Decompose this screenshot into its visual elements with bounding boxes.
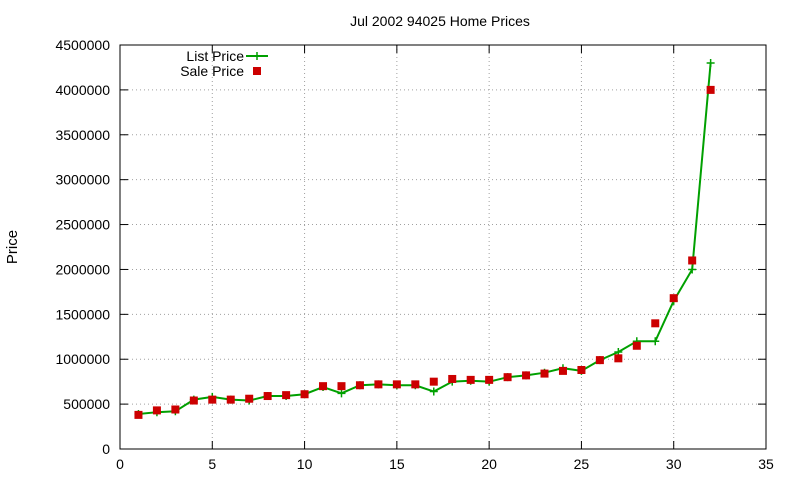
y-tick-label: 2000000: [55, 261, 110, 277]
x-tick-label: 20: [481, 456, 497, 472]
sale-price-point: [411, 380, 420, 389]
y-tick-label: 1500000: [55, 306, 110, 322]
legend-label-list-price: List Price: [186, 48, 244, 64]
y-tick-label: 3000000: [55, 172, 110, 188]
sale-price-point: [208, 395, 217, 404]
y-tick-label: 1000000: [55, 351, 110, 367]
x-tick-label: 30: [666, 456, 682, 472]
list-price-point: [651, 337, 660, 346]
sale-price-point: [300, 390, 309, 399]
list-price-point: [688, 265, 697, 274]
sale-price-point: [134, 410, 143, 419]
x-tick-label: 15: [389, 456, 405, 472]
plot-series: [134, 58, 715, 419]
list-price-point: [706, 58, 715, 67]
y-axis-label: Price: [4, 230, 21, 264]
axes: 0 500000 1000000 1500000 2000000 2500000 30000…: [55, 37, 774, 472]
legend-marker-sale-price: [253, 67, 261, 75]
y-tick-label: 500000: [63, 396, 110, 412]
sale-price-point: [614, 354, 623, 363]
list-price-point: [337, 389, 346, 398]
sale-price-point: [263, 392, 272, 401]
sale-price-point: [522, 371, 531, 380]
x-tick-label: 0: [116, 456, 124, 472]
x-tick-label: 25: [574, 456, 590, 472]
sale-price-point: [337, 382, 346, 391]
legend-marker-list-price: [253, 52, 261, 60]
sale-price-point: [669, 294, 678, 303]
sale-price-point: [577, 365, 586, 374]
sale-price-point: [706, 85, 715, 94]
sale-price-point: [688, 256, 697, 265]
sale-price-point: [355, 381, 364, 390]
sale-price-point: [595, 356, 604, 365]
sale-price-point: [245, 394, 254, 403]
plot-border: [119, 44, 767, 450]
chart-title: Jul 2002 94025 Home Prices: [350, 13, 530, 29]
x-tick-label: 5: [208, 456, 216, 472]
sale-price-point: [503, 373, 512, 382]
sale-price-point: [189, 396, 198, 405]
list-price-point: [429, 387, 438, 396]
sale-price-point: [448, 374, 457, 383]
sale-price-point: [466, 375, 475, 384]
sale-price-point: [632, 341, 641, 350]
sale-price-point: [319, 382, 328, 391]
series-sale-price: [134, 85, 715, 419]
sale-price-point: [540, 369, 549, 378]
sale-price-point: [485, 375, 494, 384]
y-tick-label: 2500000: [55, 217, 110, 233]
sale-price-point: [152, 406, 161, 415]
y-tick-label: 3500000: [55, 127, 110, 143]
y-tick-label: 4000000: [55, 82, 110, 98]
sale-price-point: [429, 377, 438, 386]
x-tick-label: 10: [297, 456, 313, 472]
sale-price-point: [392, 380, 401, 389]
y-tick-label: 4500000: [55, 37, 110, 53]
sale-price-point: [651, 319, 660, 328]
sale-price-point: [226, 395, 235, 404]
sale-price-point: [171, 405, 180, 414]
y-tick-label: 0: [102, 441, 110, 457]
sale-price-point: [374, 380, 383, 389]
x-tick-label: 35: [758, 456, 774, 472]
sale-price-point: [558, 366, 567, 375]
sale-price-point: [282, 391, 291, 400]
legend-label-sale-price: Sale Price: [180, 63, 244, 79]
